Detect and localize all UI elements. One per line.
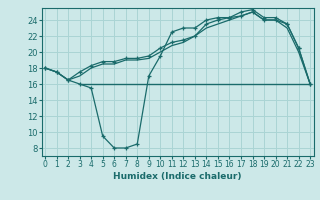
X-axis label: Humidex (Indice chaleur): Humidex (Indice chaleur) — [113, 172, 242, 181]
